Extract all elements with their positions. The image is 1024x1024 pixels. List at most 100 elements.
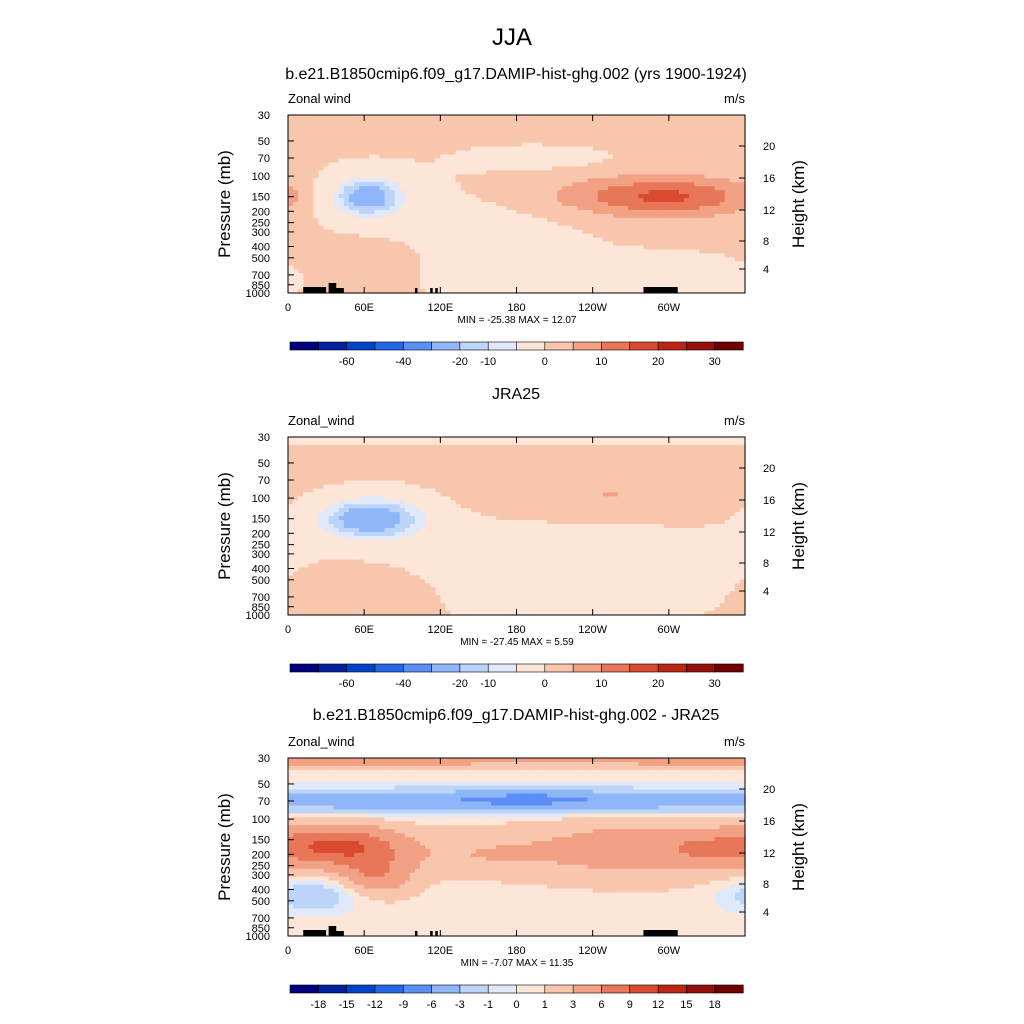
- field-cell: [359, 281, 365, 286]
- field-cell: [348, 257, 355, 262]
- field-cell: [389, 253, 396, 258]
- field-cell: [648, 115, 655, 120]
- field-cell: [475, 257, 482, 262]
- field-cell: [293, 241, 299, 247]
- field-cell: [546, 241, 553, 247]
- field-cell: [694, 229, 700, 235]
- field-cell: [511, 194, 518, 199]
- field-cell: [288, 209, 294, 215]
- field-cell: [369, 253, 375, 258]
- field-cell: [308, 464, 314, 470]
- field-cell: [511, 440, 518, 446]
- field-cell: [480, 190, 487, 195]
- field-cell: [516, 281, 523, 286]
- field-cell: [521, 198, 528, 203]
- field-cell: [734, 257, 741, 262]
- field-cell: [648, 138, 655, 144]
- field-cell: [678, 198, 685, 203]
- field-cell: [516, 448, 523, 454]
- field-cell: [359, 444, 365, 450]
- field-cell: [491, 273, 497, 278]
- field-cell: [328, 237, 335, 243]
- field-cell: [496, 221, 502, 227]
- field-cell: [384, 174, 391, 179]
- field-cell: [704, 233, 711, 239]
- field-cell: [643, 281, 650, 286]
- field-cell: [450, 213, 457, 219]
- field-cell: [318, 237, 325, 243]
- field-cell: [709, 130, 716, 136]
- field-cell: [673, 269, 680, 274]
- field-cell: [460, 182, 467, 187]
- field-cell: [567, 182, 573, 187]
- field-cell: [612, 289, 619, 294]
- field-cell: [409, 142, 416, 148]
- field-cell: [628, 202, 634, 207]
- field-cell: [465, 202, 472, 207]
- field-cell: [430, 146, 436, 152]
- field-cell: [521, 150, 528, 156]
- field-cell: [526, 126, 533, 132]
- field-cell: [516, 440, 523, 446]
- field-cell: [602, 241, 609, 247]
- field-cell: [414, 277, 421, 282]
- field-cell: [546, 233, 553, 239]
- field-cell: [318, 241, 325, 247]
- field-cell: [607, 241, 614, 247]
- field-cell: [369, 115, 375, 120]
- field-cell: [465, 460, 472, 466]
- field-cell: [638, 273, 645, 278]
- field-cell: [348, 237, 355, 243]
- field-cell: [719, 241, 726, 247]
- field-cell: [435, 245, 441, 251]
- field-cell: [673, 134, 680, 140]
- field-cell: [587, 174, 594, 179]
- field-cell: [612, 273, 619, 278]
- field-cell: [577, 253, 584, 258]
- field-cell: [303, 166, 309, 171]
- field-cell: [445, 460, 452, 466]
- field-cell: [435, 186, 441, 191]
- field-cell: [658, 205, 665, 211]
- field-cell: [663, 464, 670, 470]
- field-cell: [521, 134, 528, 140]
- field-cell: [359, 285, 365, 290]
- field-cell: [552, 289, 558, 294]
- field-cell: [470, 174, 477, 179]
- field-cell: [343, 261, 350, 266]
- field-cell: [618, 249, 624, 255]
- field-cell: [734, 178, 741, 183]
- field-cell: [724, 190, 731, 195]
- field-cell: [541, 273, 548, 278]
- field-cell: [425, 460, 431, 466]
- field-cell: [587, 154, 594, 160]
- field-cell: [384, 138, 391, 144]
- field-cell: [465, 269, 472, 274]
- field-cell: [633, 221, 639, 227]
- field-cell: [694, 257, 700, 262]
- field-cell: [496, 134, 502, 140]
- field-cell: [420, 460, 426, 466]
- field-cell: [602, 154, 609, 160]
- field-cell: [714, 205, 721, 211]
- field-cell: [369, 213, 375, 219]
- field-cell: [425, 440, 431, 446]
- field-cell: [562, 277, 568, 282]
- field-cell: [684, 245, 690, 251]
- field-cell: [577, 202, 584, 207]
- field-cell: [653, 221, 660, 227]
- field-cell: [470, 261, 477, 266]
- field-cell: [414, 178, 421, 183]
- field-cell: [557, 233, 563, 239]
- field-cell: [460, 166, 467, 171]
- field-cell: [653, 154, 660, 160]
- field-cell: [592, 154, 599, 160]
- field-cell: [420, 178, 426, 183]
- field-cell: [369, 186, 375, 191]
- field-cell: [577, 122, 584, 128]
- field-cell: [348, 289, 355, 294]
- field-cell: [308, 245, 314, 251]
- field-cell: [577, 178, 584, 183]
- field-cell: [374, 440, 380, 446]
- field-cell: [288, 122, 294, 128]
